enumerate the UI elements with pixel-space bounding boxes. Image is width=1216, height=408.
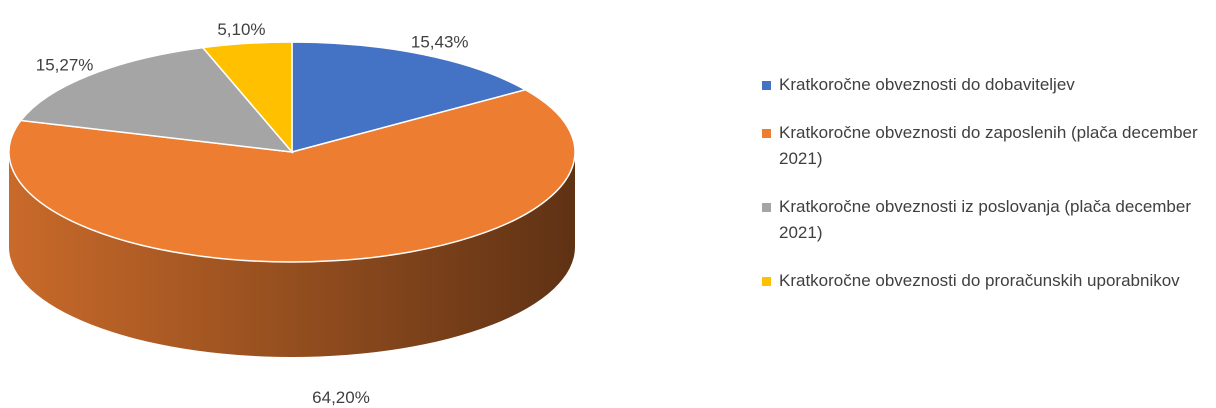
- slice-side: [9, 152, 575, 357]
- legend-label: Kratkoročne obveznosti do zaposlenih (pl…: [779, 123, 1198, 168]
- legend: Kratkoročne obveznosti do dobaviteljev Kr…: [760, 72, 1200, 316]
- legend-entry: Kratkoročne obveznosti iz poslovanja (pl…: [760, 194, 1200, 246]
- slice: [201, 41, 293, 155]
- data-label: 5,10%: [217, 20, 265, 39]
- legend-label: Kratkoročne obveznosti do dobaviteljev: [779, 75, 1075, 94]
- data-label: 15,43%: [411, 32, 469, 51]
- slice: [8, 88, 576, 263]
- legend-swatch: [762, 129, 771, 138]
- slice: [291, 41, 528, 153]
- legend-label: Kratkoročne obveznosti do proračunskih u…: [779, 271, 1180, 290]
- legend-entry: Kratkoročne obveznosti do zaposlenih (pl…: [760, 120, 1200, 172]
- legend-swatch: [762, 81, 771, 90]
- legend-entry: Kratkoročne obveznosti do dobaviteljev: [760, 72, 1200, 98]
- legend-entry: Kratkoročne obveznosti do proračunskih u…: [760, 268, 1200, 294]
- legend-swatch: [762, 277, 771, 286]
- data-label: 15,27%: [36, 56, 94, 75]
- data-label: 64,20%: [312, 388, 370, 407]
- legend-swatch: [762, 203, 771, 212]
- legend-label: Kratkoročne obveznosti iz poslovanja (pl…: [779, 197, 1192, 242]
